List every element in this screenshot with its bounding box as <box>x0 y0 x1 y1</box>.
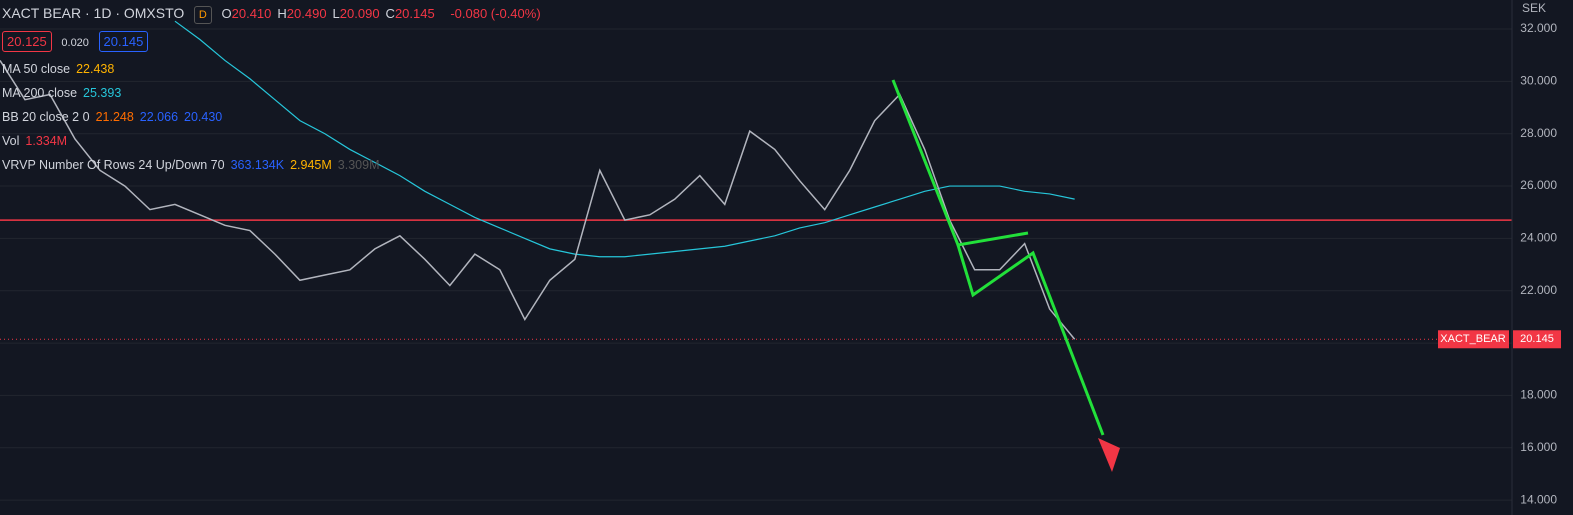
indicator-label: MA 50 close <box>2 62 71 76</box>
indicator-value: 3.309M <box>337 158 380 172</box>
ohlc-label: L <box>332 6 340 21</box>
indicator-row: MA 50 close 22.438 <box>2 62 120 76</box>
indicator-row: BB 20 close 2 0 21.248 22.066 20.430 <box>2 110 228 124</box>
ma-line <box>174 20 1075 258</box>
header: XACT BEAR · 1D · OMXSTO D O20.410 H20.490… <box>2 5 547 24</box>
indicator-value: 22.066 <box>139 110 179 124</box>
price-tag <box>1513 330 1561 349</box>
indicator-row: VRVP Number Of Rows 24 Up/Down 70 363.134… <box>2 158 386 172</box>
indicator-value: 22.438 <box>76 62 115 76</box>
indicator-value: 363.134K <box>230 158 285 172</box>
y-tick-label: 26.000 <box>1520 178 1557 192</box>
quote: 20.125 0.020 20.145 <box>2 31 154 52</box>
y-tick-label: 30.000 <box>1520 74 1557 88</box>
interval-badge[interactable]: D <box>193 6 212 24</box>
ohlc-label: O <box>221 6 232 21</box>
indicator-value: 21.248 <box>95 110 134 124</box>
indicator-label: MA 200 close <box>2 86 78 100</box>
ohlc-value: 20.490 <box>286 6 327 21</box>
ohlc-label: C <box>385 6 395 21</box>
ohlc-label: H <box>277 6 287 21</box>
y-tick-label: 22.000 <box>1520 283 1557 297</box>
y-tick-label: 18.000 <box>1520 388 1557 402</box>
spread: 0.020 <box>61 37 89 49</box>
symbol-tag <box>1438 330 1509 349</box>
indicator-row: Vol 1.334M <box>2 134 73 148</box>
price-tag-text: 20.145 <box>1520 333 1554 345</box>
ohlc-value: 20.090 <box>339 6 380 21</box>
indicator-label: Vol <box>2 134 20 148</box>
indicator-value: 20.430 <box>184 110 223 124</box>
ohlc-value: 20.410 <box>231 6 272 21</box>
indicator-value: 25.393 <box>83 86 122 100</box>
ohlc-value: 20.145 <box>394 6 435 21</box>
change: -0.080 (-0.40%) <box>450 6 541 21</box>
indicator-label: VRVP Number Of Rows 24 Up/Down 70 <box>2 158 225 172</box>
ask[interactable]: 20.145 <box>98 31 149 52</box>
y-tick-label: 16.000 <box>1520 440 1557 454</box>
y-tick-label: 24.000 <box>1520 231 1557 245</box>
arrow-head <box>1098 438 1120 472</box>
ohlc: O20.410 H20.490 L20.090 C20.145 <box>222 6 441 21</box>
symbol-title[interactable]: XACT BEAR · 1D · OMXSTO <box>2 5 185 21</box>
y-tick-label: 14.000 <box>1520 492 1557 506</box>
pattern-line <box>956 244 1105 436</box>
indicator-value: 2.945M <box>290 158 332 172</box>
indicator-value: 1.334M <box>25 134 68 148</box>
bid[interactable]: 20.125 <box>2 31 52 52</box>
currency[interactable]: SEK <box>1522 1 1546 15</box>
y-tick-label: 32.000 <box>1520 21 1557 35</box>
y-tick-label: 28.000 <box>1520 126 1557 140</box>
price-line <box>0 60 1076 340</box>
symbol-tag-text: XACT_BEAR <box>1440 333 1505 345</box>
indicator-label: BB 20 close 2 0 <box>2 110 90 124</box>
indicator-row: MA 200 close 25.393 <box>2 86 127 100</box>
